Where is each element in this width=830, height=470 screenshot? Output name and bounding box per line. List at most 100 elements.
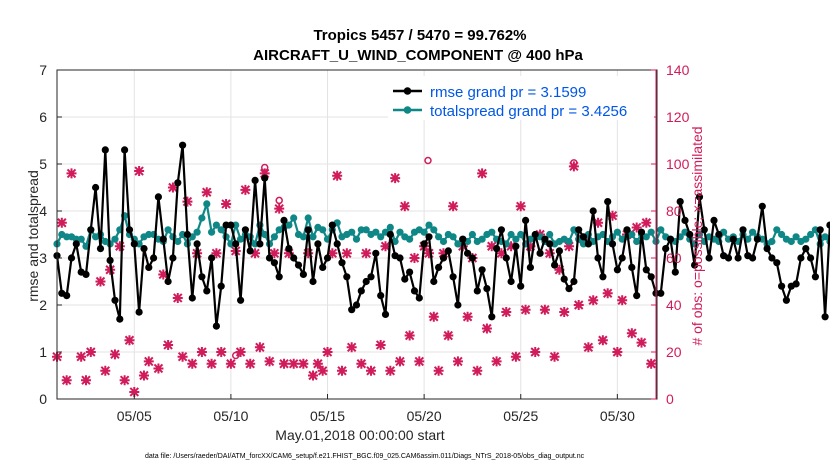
obs-assimilated-point <box>138 370 149 381</box>
obs-assimilated-point <box>365 365 376 376</box>
rmse-point <box>782 296 791 304</box>
spread-point <box>290 214 298 222</box>
rmse-point <box>488 313 496 321</box>
rmse-point <box>401 275 409 283</box>
rmse-point <box>512 242 520 250</box>
spread-point <box>435 233 443 241</box>
rmse-point <box>372 249 380 257</box>
rmse-point <box>140 245 148 253</box>
obs-assimilated-point <box>163 339 174 350</box>
plot-frame <box>56 69 658 400</box>
rmse-point <box>328 221 336 229</box>
spread-point <box>212 221 220 229</box>
obs-assimilated-point <box>303 248 314 259</box>
obs-assimilated-point <box>554 264 565 275</box>
rmse-point <box>251 176 259 184</box>
y-tick-label: 1 <box>39 344 47 360</box>
obs-assimilated-point <box>448 201 459 212</box>
rmse-point <box>565 285 573 293</box>
rmse-point <box>473 287 481 295</box>
rmse-point <box>526 263 535 271</box>
spread-point <box>299 233 307 241</box>
obs-assimilated-point <box>56 217 67 228</box>
rmse-point <box>705 254 713 262</box>
legend-rmse-label: rmse grand pr = 3.1599 <box>430 84 586 101</box>
obs-assimilated-point <box>646 358 657 369</box>
obs-assimilated-point <box>61 375 72 386</box>
spread-point <box>174 237 182 246</box>
rmse-point <box>807 254 815 262</box>
x-tick-label: 05/15 <box>310 408 345 424</box>
spread-point <box>749 228 757 236</box>
obs-assimilated-point <box>134 166 145 177</box>
rmse-point <box>439 254 448 262</box>
rmse-point <box>420 240 428 248</box>
rmse-point <box>183 230 191 239</box>
obs-assimilated-point <box>423 248 434 259</box>
obs-assimilated-point <box>216 347 227 357</box>
rmse-point <box>444 247 452 255</box>
rmse-point <box>430 277 438 286</box>
spread-point <box>372 228 380 236</box>
rmse-point <box>753 235 762 243</box>
spread-point <box>377 233 385 241</box>
spread-point <box>203 200 211 208</box>
rmse-point <box>396 254 404 262</box>
rmse-point <box>502 254 510 262</box>
rmse-point <box>493 245 501 253</box>
rmse-point <box>343 273 351 281</box>
rmse-point <box>256 240 264 248</box>
obs-assimilated-point <box>235 347 246 357</box>
rmse-point <box>826 221 830 229</box>
obs-assimilated-point <box>240 184 251 195</box>
x-tick-label: 05/30 <box>600 408 635 424</box>
legend-spread-marker <box>403 106 412 114</box>
obs-assimilated-point <box>438 248 449 259</box>
rmse-point <box>338 259 346 267</box>
rmse-point <box>599 273 607 281</box>
obs-assimilated-point <box>274 203 285 214</box>
obs-assimilated-point <box>588 295 599 306</box>
rmse-point <box>483 285 491 293</box>
rmse-point <box>227 221 235 229</box>
rmse-point <box>608 240 617 248</box>
spread-point <box>261 230 269 239</box>
obs-assimilated-point <box>510 351 521 362</box>
rmse-point <box>676 198 684 206</box>
spread-point <box>198 214 206 222</box>
rmse-point <box>579 233 588 241</box>
spread-point <box>386 223 394 231</box>
obs-assimilated-point <box>322 347 333 357</box>
y-tick-label: 4 <box>39 203 47 219</box>
rmse-point <box>522 216 530 224</box>
obs-assimilated-point <box>515 201 526 212</box>
obs-assimilated-point <box>593 217 604 228</box>
rmse-point <box>536 249 544 257</box>
rmse-point <box>125 226 134 234</box>
obs-assimilated-point <box>317 365 328 376</box>
obs-assimilated-point <box>283 248 294 259</box>
spread-point <box>237 235 245 243</box>
y-tick-label: 6 <box>39 109 47 125</box>
rmse-point <box>478 266 486 274</box>
obs-assimilated-point <box>259 168 270 179</box>
obs-assimilated-point <box>95 276 106 287</box>
obs-assimilated-point <box>573 300 584 310</box>
rmse-point <box>507 277 515 286</box>
rmse-point <box>290 254 298 262</box>
rmse-point <box>691 261 699 269</box>
rmse-point <box>604 198 612 206</box>
obs-assimilated-point <box>153 363 164 374</box>
x-tick-label: 05/10 <box>213 408 248 424</box>
obs-assimilated-point <box>254 342 265 353</box>
obs-assimilated-point <box>559 307 570 318</box>
rmse-point <box>362 277 370 286</box>
rmse-point <box>179 141 187 149</box>
rmse-point <box>101 146 109 154</box>
rmse-point <box>811 273 820 281</box>
rmse-point <box>724 254 733 262</box>
obs-assimilated-point <box>481 323 492 334</box>
chart-title: Tropics 5457 / 5470 = 99.762% <box>313 27 526 44</box>
obs-assimilated-point <box>332 170 343 181</box>
